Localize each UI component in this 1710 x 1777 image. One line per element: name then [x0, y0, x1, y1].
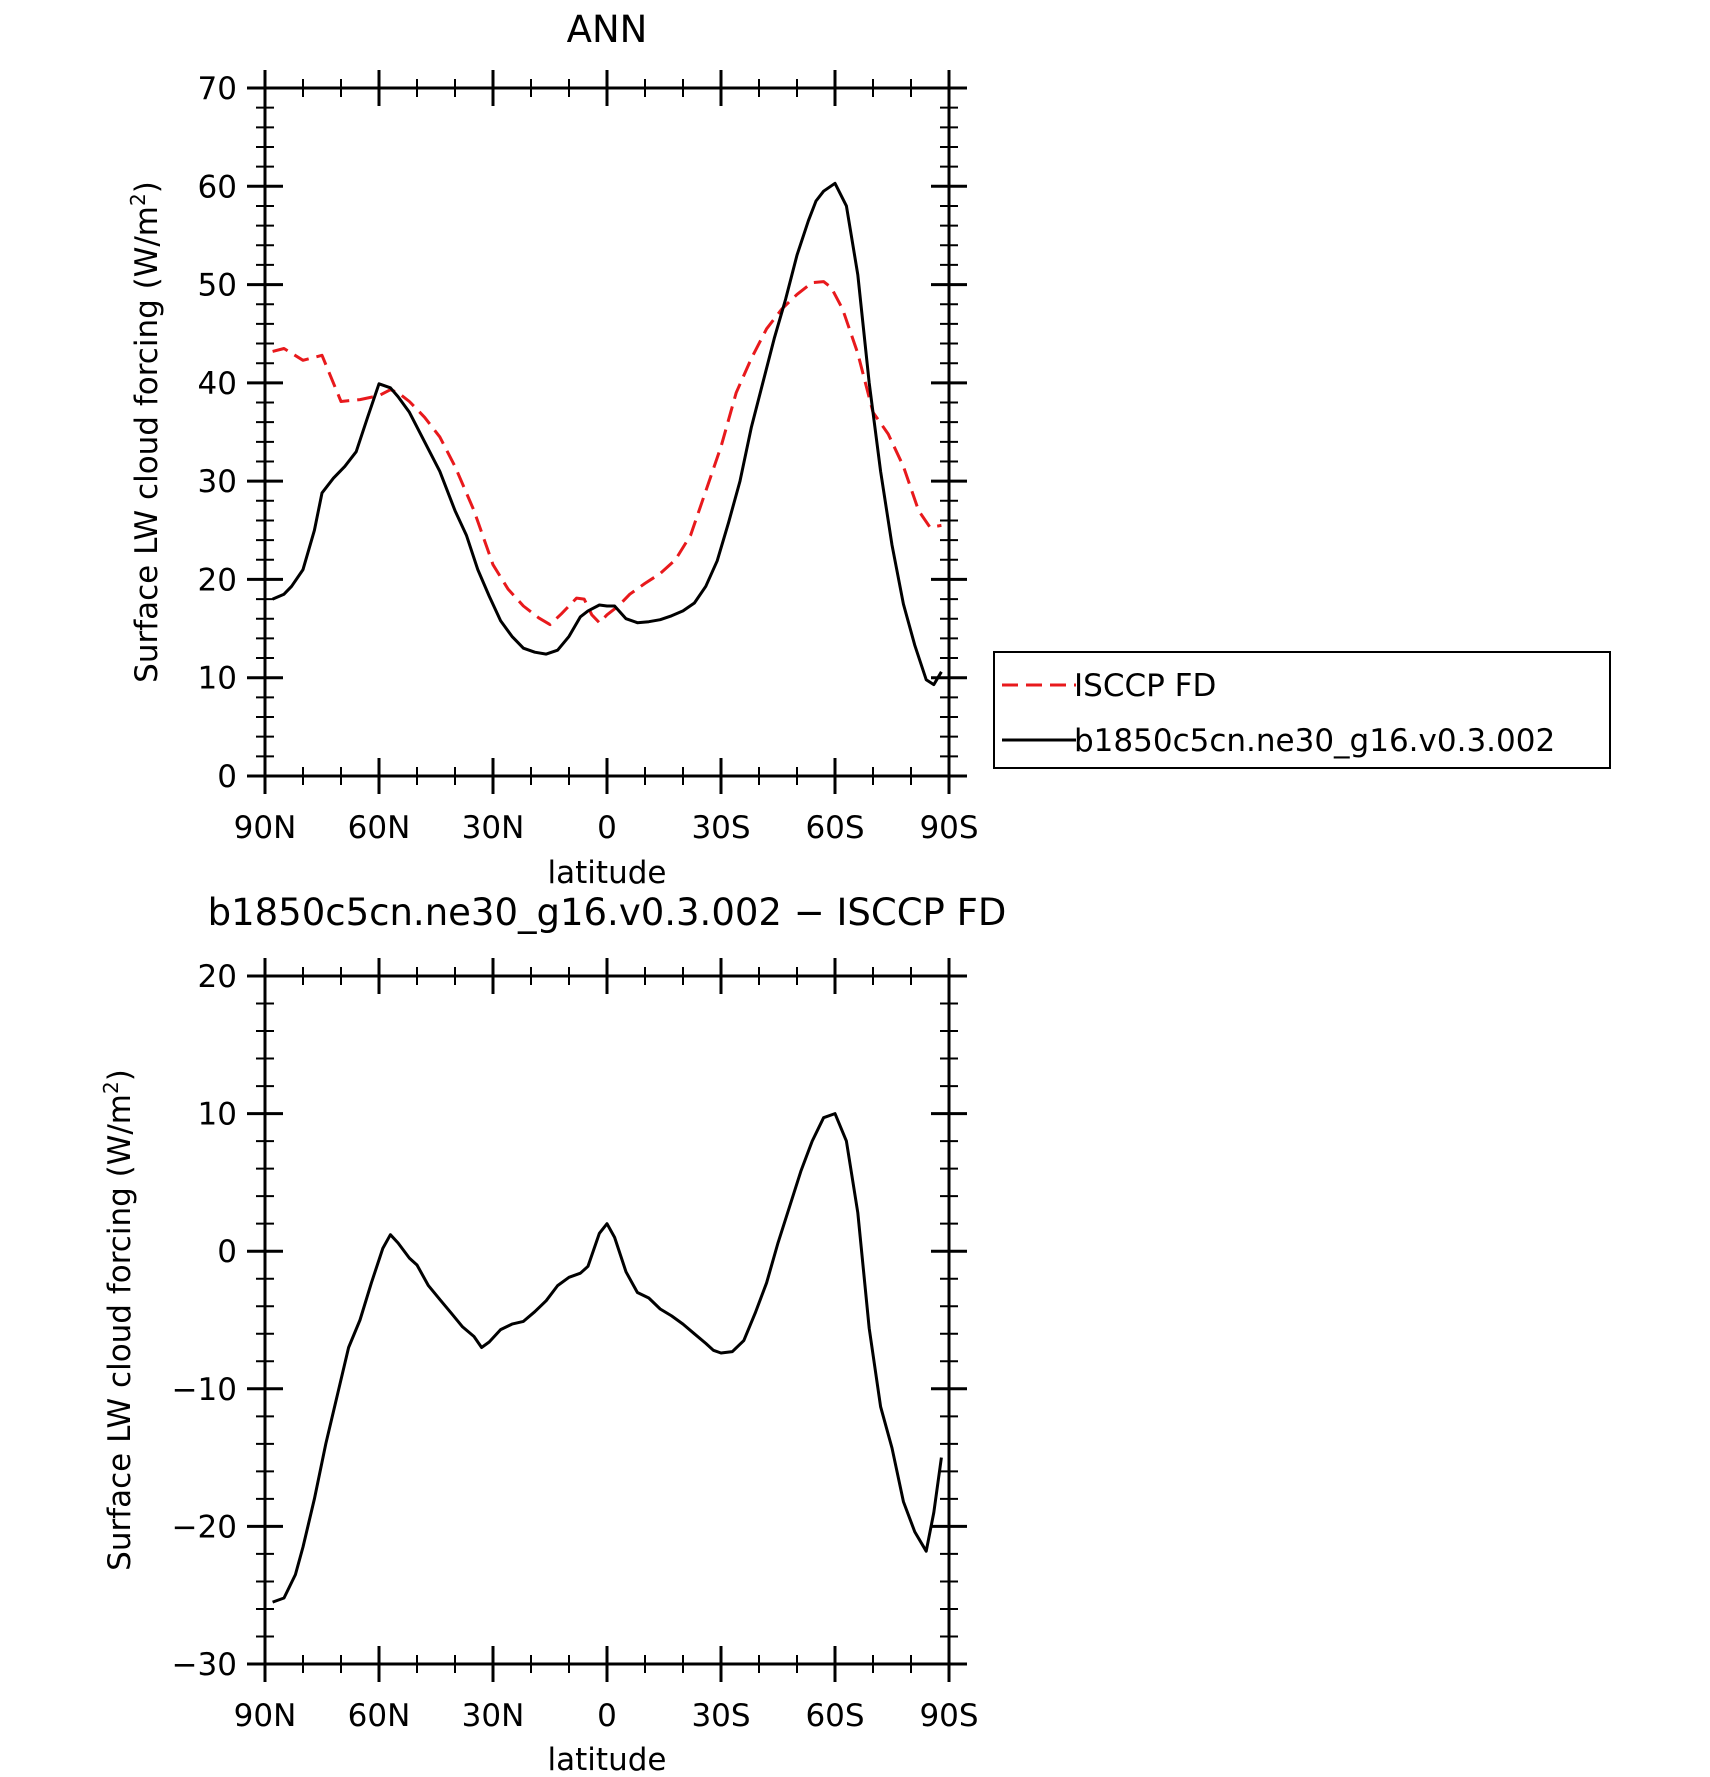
y-tick-label: 20	[198, 562, 237, 598]
y-tick-label: 60	[198, 169, 237, 205]
chart-title: b1850c5cn.ne30_g16.v0.3.002 − ISCCP FD	[208, 891, 1007, 934]
panel-top-annual: ANN 0 10 20 30 40 50 60 70 90N 60N 30N 0 30S 60S 90S lat…	[126, 8, 979, 891]
y-tick-label: −20	[172, 1509, 237, 1545]
y-tick-label: 0	[217, 759, 237, 795]
y-tick-label: −30	[172, 1647, 237, 1683]
x-tick-label: 0	[597, 1698, 617, 1734]
y-tick-label: 50	[198, 268, 237, 304]
series-line-isccp-fd	[272, 280, 942, 627]
legend-label: b1850c5cn.ne30_g16.v0.3.002	[1074, 723, 1555, 759]
x-tick-label: 30S	[691, 1698, 750, 1734]
x-tick-label: 60N	[348, 810, 411, 846]
panel-bottom-difference: b1850c5cn.ne30_g16.v0.3.002 − ISCCP FD −3…	[99, 891, 1006, 1777]
x-tick-label: 30N	[462, 810, 525, 846]
y-tick-label: 40	[198, 366, 237, 402]
x-axis-label: latitude	[548, 1742, 667, 1777]
plot-frame	[263, 974, 951, 1666]
x-tick-label: 90S	[919, 810, 978, 846]
y-tick-label: −10	[172, 1372, 237, 1408]
y-tick-label: 10	[198, 661, 237, 697]
x-tick-label: 60S	[805, 1698, 864, 1734]
plot-frame	[263, 86, 951, 778]
x-tick-label: 90N	[234, 810, 297, 846]
y-tick-label: 10	[198, 1097, 237, 1133]
x-tick-label: 90S	[919, 1698, 978, 1734]
x-tick-label: 0	[597, 810, 617, 846]
legend: ISCCP FD b1850c5cn.ne30_g16.v0.3.002	[993, 651, 1611, 769]
y-tick-label: 70	[198, 71, 237, 107]
x-tick-label: 60N	[348, 1698, 411, 1734]
y-tick-label: 30	[198, 464, 237, 500]
x-tick-label: 30S	[691, 810, 750, 846]
x-tick-label: 90N	[234, 1698, 297, 1734]
y-axis-label: Surface LW cloud forcing (W/m2)	[99, 1069, 138, 1571]
chart-title: ANN	[567, 8, 648, 51]
x-tick-label: 30N	[462, 1698, 525, 1734]
legend-box	[993, 651, 1611, 769]
legend-label: ISCCP FD	[1074, 668, 1216, 704]
y-tick-label: 20	[198, 959, 237, 995]
y-axis-label: Surface LW cloud forcing (W/m2)	[126, 181, 165, 683]
y-tick-label: 0	[217, 1234, 237, 1270]
x-tick-label: 60S	[805, 810, 864, 846]
x-axis-label: latitude	[548, 855, 667, 891]
series-line-b1850c5cn-ne30-g16-v0-3-002	[272, 181, 943, 687]
series-line-difference	[272, 1112, 943, 1604]
